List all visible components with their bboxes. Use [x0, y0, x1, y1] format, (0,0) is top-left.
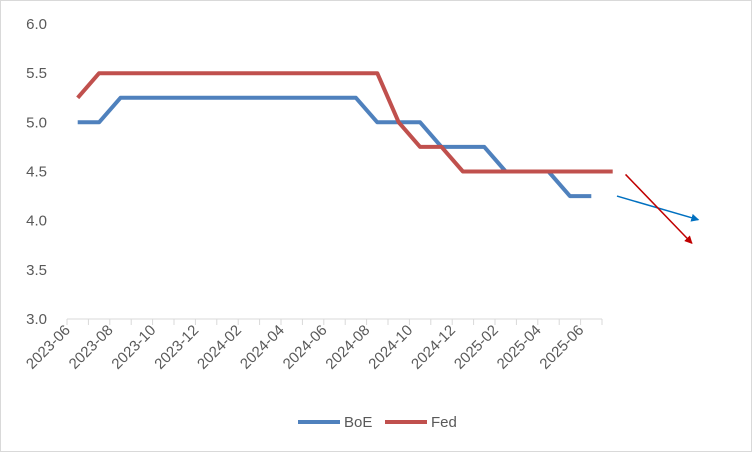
y-tick-label: 5.5 — [26, 65, 47, 82]
y-tick-label: 5.0 — [26, 114, 47, 131]
series-line-boe — [77, 95, 592, 199]
legend-label-boe: BoE — [344, 414, 372, 431]
x-tick-label: 2024-04 — [237, 322, 288, 373]
x-tick-label: 2025-06 — [536, 322, 587, 373]
x-tick-label: 2023-10 — [108, 322, 159, 373]
x-tick-label: 2024-12 — [408, 322, 459, 373]
x-tick-label: 2024-10 — [365, 322, 416, 373]
x-tick-label: 2023-08 — [66, 322, 117, 373]
fed-projection-arrow — [624, 173, 693, 245]
x-tick-label: 2024-06 — [280, 322, 331, 373]
legend-label-fed: Fed — [431, 414, 457, 431]
y-tick-label: 6.0 — [26, 16, 47, 33]
x-tick-label: 2024-08 — [322, 322, 373, 373]
x-tick-label: 2023-12 — [151, 322, 202, 373]
x-tick-label: 2025-04 — [494, 322, 545, 373]
y-tick-label: 3.0 — [26, 311, 47, 328]
y-tick-label: 4.0 — [26, 213, 47, 230]
x-tick-label: 2025-02 — [451, 322, 502, 373]
series-line-fed — [76, 71, 613, 174]
x-tick-label: 2024-02 — [194, 322, 245, 373]
x-tick-label: 2023-06 — [23, 322, 74, 373]
y-tick-label: 4.5 — [26, 164, 47, 181]
y-tick-label: 3.5 — [26, 262, 47, 279]
